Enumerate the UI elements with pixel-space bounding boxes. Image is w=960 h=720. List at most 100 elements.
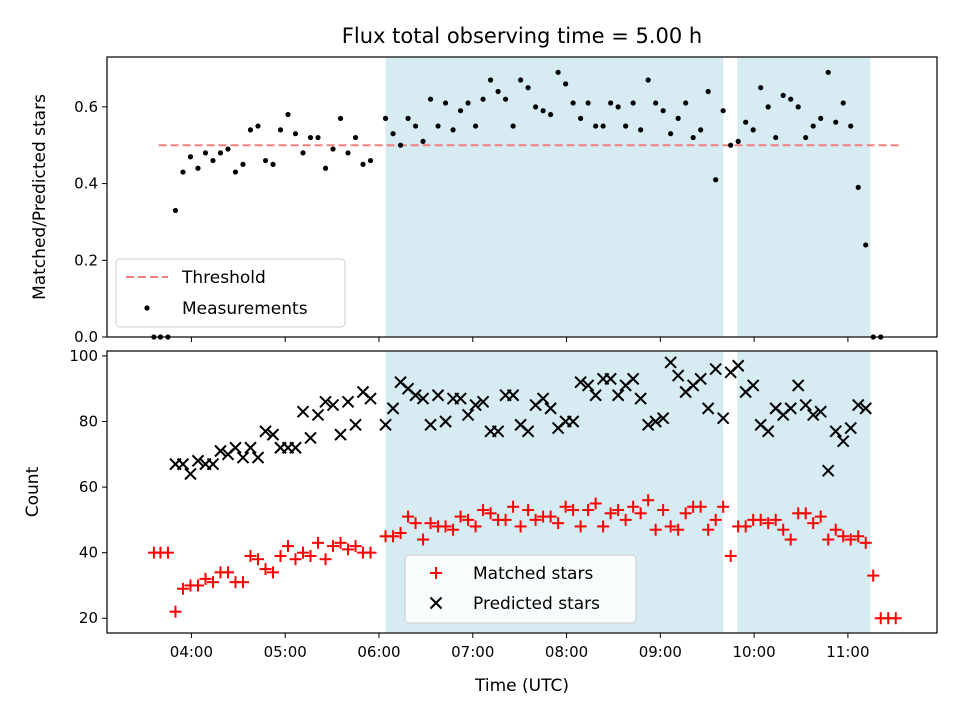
predicted-star-point [341,395,355,409]
predicted-star-point [431,389,445,402]
predicted-star-point [822,464,835,477]
measurement-point [300,150,306,156]
predicted-star-point [251,451,265,464]
measurement-point [765,104,771,110]
matched-star-point [327,540,340,553]
matched-star-point [844,533,857,546]
predicted-star-point [304,431,317,445]
measurement-point [578,115,584,121]
predicted-star-point [566,415,580,428]
matched-star-point [462,513,475,526]
matched-star-point [837,530,850,543]
measurement-point [510,123,516,129]
measurement-point [645,77,651,83]
matched-star-point [447,523,460,536]
matched-star-point [657,504,670,517]
measurement-point [540,108,546,114]
matched-star-point [221,566,234,579]
predicted-star-point [859,402,872,415]
predicted-star-point [574,375,587,389]
ratio-y-ticks: 0.0 0.2 0.4 0.6 [74,98,107,346]
predicted-star-point [589,389,602,402]
measurement-point [728,142,734,148]
x-tick-label: 04:00 [170,643,213,661]
matched-star-point [507,500,520,513]
predicted-star-point [731,359,745,372]
measurement-point [810,123,816,129]
y-tick-label: 0.0 [74,328,98,346]
predicted-star-point [649,415,662,428]
matched-star-point [469,520,482,533]
measurement-point [660,108,666,114]
matched-star-point [822,533,835,546]
matched-star-point [859,536,872,549]
measurement-point [705,88,711,95]
measurement-point [585,100,591,106]
matched-star-point [649,523,662,536]
measurement-point [262,157,269,164]
matched-star-point [289,553,302,566]
measurement-point [337,115,344,121]
predicted-star-point [259,425,272,438]
predicted-star-point [469,398,482,412]
matched-star-point [349,540,362,553]
measurement-point [412,123,419,129]
x-tick-label: 07:00 [451,643,494,661]
matched-legend-swatch [430,567,442,579]
measurement-point [405,115,411,121]
matched-star-point [477,504,490,517]
y-tick-label: 0.6 [74,98,98,116]
matched-star-point [297,546,310,559]
matched-star-point [642,494,655,507]
predicted-star-point [701,402,715,415]
matched-star-point [829,523,842,536]
matched-star-point [319,553,332,566]
predicted-star-point [364,392,377,405]
predicted-star-point [837,434,850,448]
matched-star-point [267,566,279,579]
measurement-point [270,161,276,167]
predicted-star-point [671,369,685,382]
measurement-point [322,165,329,171]
measurement-point [848,123,854,129]
predicted-star-point [799,398,812,412]
measurement-point [668,131,674,137]
predicted-legend-label: Predicted stars [473,594,600,614]
matched-star-point [807,517,820,530]
matched-star-point [499,513,512,526]
predicted-star-point [544,402,557,415]
measurement-point [315,134,321,141]
observing-shade-top [385,57,871,337]
predicted-star-point [424,418,437,431]
matched-star-point [274,549,287,562]
matched-star-point [589,497,602,510]
x-tick-label: 11:00 [826,643,869,661]
predicted-star-point [454,392,467,405]
matched-star-point [439,520,452,533]
predicted-star-point [386,402,400,415]
measurements-legend-label: Measurements [182,299,308,319]
y-tick-label: 20 [79,609,98,627]
measurement-point [502,96,509,102]
predicted-star-point [634,392,647,405]
matched-star-point [724,549,737,562]
measurement-point [465,100,471,106]
measurement-point [570,100,576,106]
predicted-star-point [829,425,842,438]
ratio-plot-frame [106,56,938,338]
predicted-star-point [214,444,227,458]
measurement-point [450,127,456,133]
predicted-star-point [244,441,257,454]
measurement-point [743,119,749,125]
predicted-star-point [814,405,827,418]
matched-star-point [777,523,790,536]
predicted-star-point [664,356,677,369]
measurement-point [803,134,809,141]
predicted-star-point [806,408,820,422]
matched-star-point [364,546,377,559]
ratio-panel: 0.0 0.2 0.4 0.6 Matched/Predicted stars Thr… [30,56,938,346]
matched-star-point [799,507,812,520]
measurement-point [780,92,786,98]
predicted-star-point [184,467,197,481]
x-tick-label: 05:00 [264,643,307,661]
